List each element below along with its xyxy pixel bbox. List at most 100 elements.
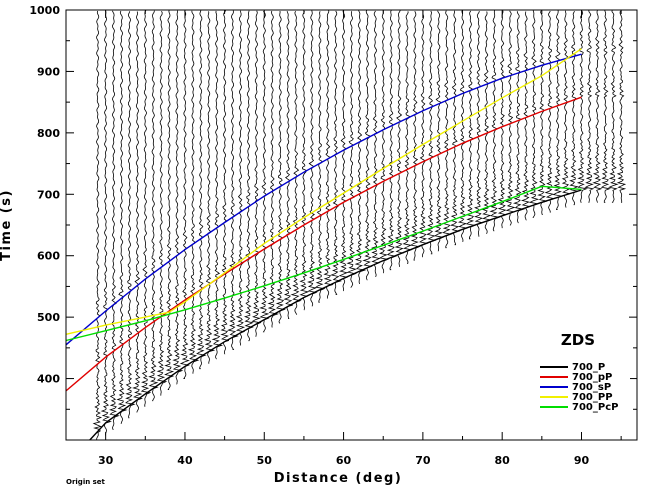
seismogram-trace (116, 10, 128, 424)
seismogram-trace (226, 10, 239, 350)
seismogram-trace (196, 10, 207, 370)
y-tick-label: 800 (37, 127, 60, 140)
seismogram-trace (520, 11, 532, 221)
seismogram-trace (386, 10, 398, 271)
seismogram-trace (148, 10, 159, 402)
x-tick-label: 90 (574, 454, 590, 467)
x-tick-label: 80 (495, 454, 511, 467)
seismogram-trace (346, 11, 357, 288)
series-line-700_p (89, 189, 582, 441)
seismogram-trace (172, 10, 184, 385)
y-tick-label: 600 (37, 250, 60, 263)
seismogram-trace (552, 10, 563, 210)
y-tick-label: 900 (37, 65, 60, 78)
y-tick-label: 700 (37, 188, 60, 201)
legend-label-700_pp: 700_pP (572, 372, 612, 383)
seismogram-traces (92, 9, 627, 441)
seismogram-trace (481, 11, 492, 234)
seismogram-trace (371, 10, 381, 277)
seismogram-trace (211, 10, 224, 360)
seismogram-trace (267, 10, 280, 328)
series-line-700_pp (65, 96, 582, 392)
seismogram-trace (513, 11, 525, 224)
seismogram-trace (307, 10, 318, 307)
seismogram-trace (418, 10, 429, 258)
seismogram-trace (220, 10, 230, 355)
axis-tick-labels: 30 40 50 60 70 80 90 400 500 600 700 800 900 1000 (29, 4, 589, 467)
footnote-origin-set: Origin set (66, 478, 106, 486)
seismogram-trace (465, 10, 477, 240)
seismogram-trace (323, 10, 334, 299)
seismogram-trace (457, 10, 469, 242)
x-tick-label: 40 (177, 454, 193, 467)
series-line-700_sp (65, 53, 582, 346)
seismogram-trace (505, 10, 516, 226)
seismogram-trace (497, 10, 508, 229)
seismogram-trace (449, 10, 461, 246)
seismogram-trace (402, 11, 413, 264)
axis-ticks (65, 9, 637, 441)
seismogram-trace (125, 11, 136, 419)
seismogram-trace (544, 10, 556, 213)
seismogram-trace (299, 11, 310, 311)
seismogram-trace (338, 10, 349, 292)
seismogram-trace (584, 10, 595, 203)
x-axis-title: Distance (deg) (274, 471, 403, 486)
seismogram-trace (426, 10, 437, 255)
legend-title: ZDS (561, 331, 595, 349)
seismogram-trace (179, 10, 190, 379)
seismogram-trace (394, 9, 405, 267)
travel-time-curves (65, 48, 582, 441)
legend-label-700_pp: 700_PP (572, 392, 613, 403)
series-line-700_pcp (65, 185, 582, 342)
seismogram-trace (92, 10, 103, 441)
x-tick-label: 60 (336, 454, 352, 467)
x-tick-label: 70 (415, 454, 431, 467)
seismogram-trace (109, 10, 120, 430)
seismogram-trace (203, 11, 216, 364)
seismogram-trace (410, 10, 421, 261)
x-tick-label: 30 (98, 454, 114, 467)
seismogram-trace (100, 10, 112, 436)
legend-label-700_pcp: 700_PcP (572, 402, 618, 413)
seismogram-trace (164, 10, 175, 390)
seismogram-trace (354, 10, 367, 284)
seismogram-trace (251, 10, 262, 337)
x-tick-label: 50 (257, 454, 273, 467)
seismogram-trace (140, 9, 152, 407)
seismogram-trace (433, 10, 445, 252)
legend-background (532, 328, 630, 418)
y-tick-label: 1000 (29, 4, 60, 17)
seismogram-trace (473, 11, 484, 237)
y-axis-title: Time (s) (0, 189, 14, 261)
seismogram-trace (616, 10, 627, 203)
seismogram-trace (283, 10, 293, 319)
series-line-700_pp (65, 48, 582, 335)
seismogram-trace (275, 10, 286, 324)
seismogram-trace (378, 10, 390, 274)
legend-label-700_sp: 700_sP (572, 382, 611, 393)
seismogram-trace (314, 11, 326, 303)
seismogram-trace (600, 10, 612, 203)
seismogram-trace (489, 10, 501, 232)
y-tick-label: 500 (37, 311, 60, 324)
seismogram-trace (187, 10, 200, 374)
legend-label-700_p: 700_P (572, 362, 605, 373)
seismogram-trace (576, 10, 588, 203)
seismogram-trace (156, 11, 168, 396)
seismogram-trace (592, 10, 603, 203)
seismogram-trace (569, 10, 580, 206)
seismogram-trace (537, 10, 548, 215)
seismogram-trace (362, 9, 373, 281)
seismogram-trace (132, 11, 144, 413)
seismogram-trace (243, 10, 254, 342)
seismogram-trace (561, 10, 572, 208)
seismogram-trace (259, 10, 270, 333)
seismogram-trace (607, 10, 619, 203)
seismogram-trace (290, 11, 302, 315)
y-tick-label: 400 (37, 373, 60, 386)
seismogram-trace (235, 10, 246, 346)
